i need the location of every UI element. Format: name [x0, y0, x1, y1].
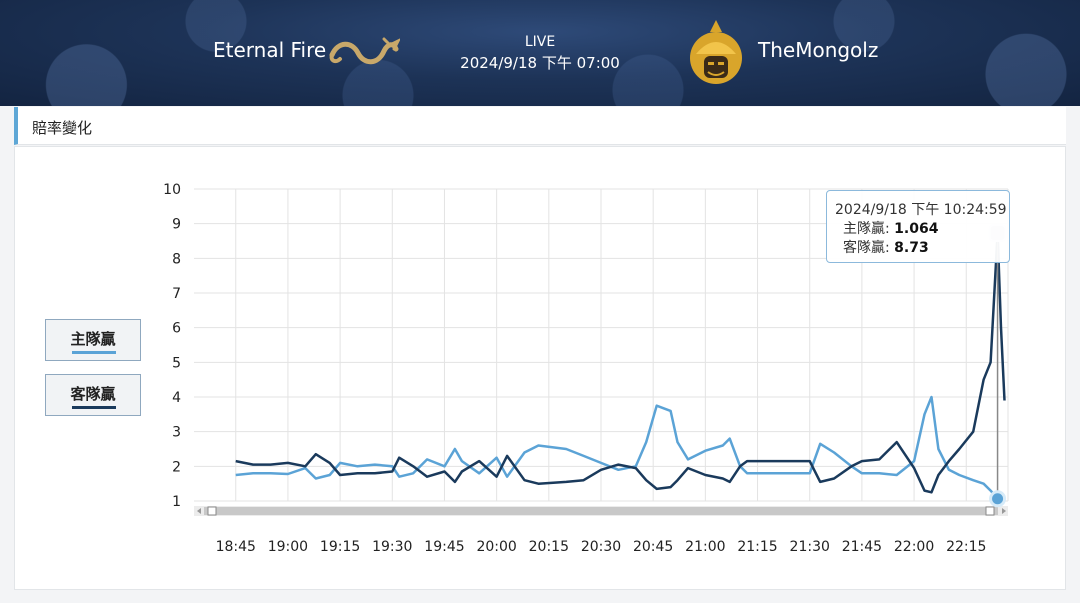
tooltip-home-row: 主隊贏: 1.064: [843, 221, 939, 237]
y-tick-label: 10: [163, 182, 181, 198]
legend-home-swatch: [72, 351, 116, 354]
navigator-right-handle[interactable]: [985, 506, 995, 516]
x-axis-ticks: 18:45 19:00 19:15 19:30 19:45 20:00 20:15 20:30…: [216, 539, 987, 555]
chart-tooltip: 2024/9/18 下午 10:24:59 主隊贏: 1.064 客隊贏: 8.…: [826, 190, 1010, 263]
legend-home-label: 主隊贏: [70, 330, 116, 348]
series-line-away: [235, 231, 1006, 494]
x-tick-label: 22:15: [946, 539, 986, 555]
range-navigator[interactable]: [194, 506, 1008, 516]
tooltip-away-row: 客隊贏: 8.73: [843, 240, 929, 256]
away-team-name[interactable]: TheMongolz: [758, 38, 879, 62]
section-title: 賠率變化: [32, 119, 93, 137]
series-line-home: [235, 395, 999, 500]
legend-home-button[interactable]: 主隊贏: [45, 319, 141, 361]
x-tick-label: 21:30: [790, 539, 830, 555]
home-team-name[interactable]: Eternal Fire: [213, 38, 327, 62]
y-tick-label: 9: [172, 217, 181, 233]
hover-point-home: [989, 490, 1007, 508]
x-tick-label: 19:15: [320, 539, 360, 555]
y-tick-label: 5: [172, 355, 181, 371]
y-tick-label: 4: [172, 390, 181, 406]
x-tick-label: 19:00: [268, 539, 308, 555]
tooltip-away-value: 8.73: [894, 240, 929, 256]
tooltip-away-label: 客隊贏: [843, 240, 885, 256]
x-tick-label: 19:30: [372, 539, 412, 555]
crowd-background: [0, 0, 1080, 106]
legend-away-swatch: [72, 406, 116, 409]
x-tick-label: 21:00: [685, 539, 725, 555]
x-tick-label: 21:45: [842, 539, 882, 555]
x-tick-label: 19:45: [424, 539, 464, 555]
x-tick-label: 20:15: [529, 539, 569, 555]
match-datetime: 2024/9/18 下午 07:00: [460, 54, 620, 72]
x-tick-label: 20:45: [633, 539, 673, 555]
x-tick-label: 22:00: [894, 539, 934, 555]
tooltip-home-label: 主隊贏: [843, 221, 885, 237]
x-tick-label: 18:45: [216, 539, 256, 555]
y-tick-label: 2: [172, 459, 181, 475]
odds-section-header: 賠率變化: [14, 107, 1066, 145]
chart-series: [235, 231, 1006, 500]
y-tick-label: 3: [172, 425, 181, 441]
legend-away-button[interactable]: 客隊贏: [45, 374, 141, 416]
y-tick-label: 1: [172, 494, 181, 510]
x-tick-label: 20:00: [476, 539, 516, 555]
y-tick-label: 7: [172, 286, 181, 302]
navigator-left-handle[interactable]: [207, 506, 217, 516]
tooltip-home-value: 1.064: [894, 221, 939, 237]
dragon-logo-icon: [329, 37, 400, 65]
x-tick-label: 21:15: [737, 539, 777, 555]
y-axis-ticks: 1 2 3 4 5 6 7 8 9 10: [163, 182, 181, 510]
match-header: Eternal Fire LIVE 2024/9/18 下午 07:00 The…: [0, 0, 1080, 106]
navigator-thumb[interactable]: [204, 507, 998, 515]
legend-away-label: 客隊贏: [70, 385, 116, 403]
x-tick-label: 20:30: [581, 539, 621, 555]
y-tick-label: 8: [172, 251, 181, 267]
navigator-left-arrow-icon[interactable]: [197, 508, 201, 514]
mongol-warrior-logo-icon: [690, 20, 742, 84]
tooltip-datetime: 2024/9/18 下午 10:24:59: [835, 202, 1007, 218]
navigator-right-arrow-icon[interactable]: [1002, 508, 1006, 514]
y-tick-label: 6: [172, 321, 181, 337]
match-status: LIVE: [524, 34, 556, 50]
